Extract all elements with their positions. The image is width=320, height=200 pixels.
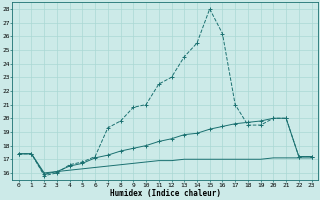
- X-axis label: Humidex (Indice chaleur): Humidex (Indice chaleur): [110, 189, 220, 198]
